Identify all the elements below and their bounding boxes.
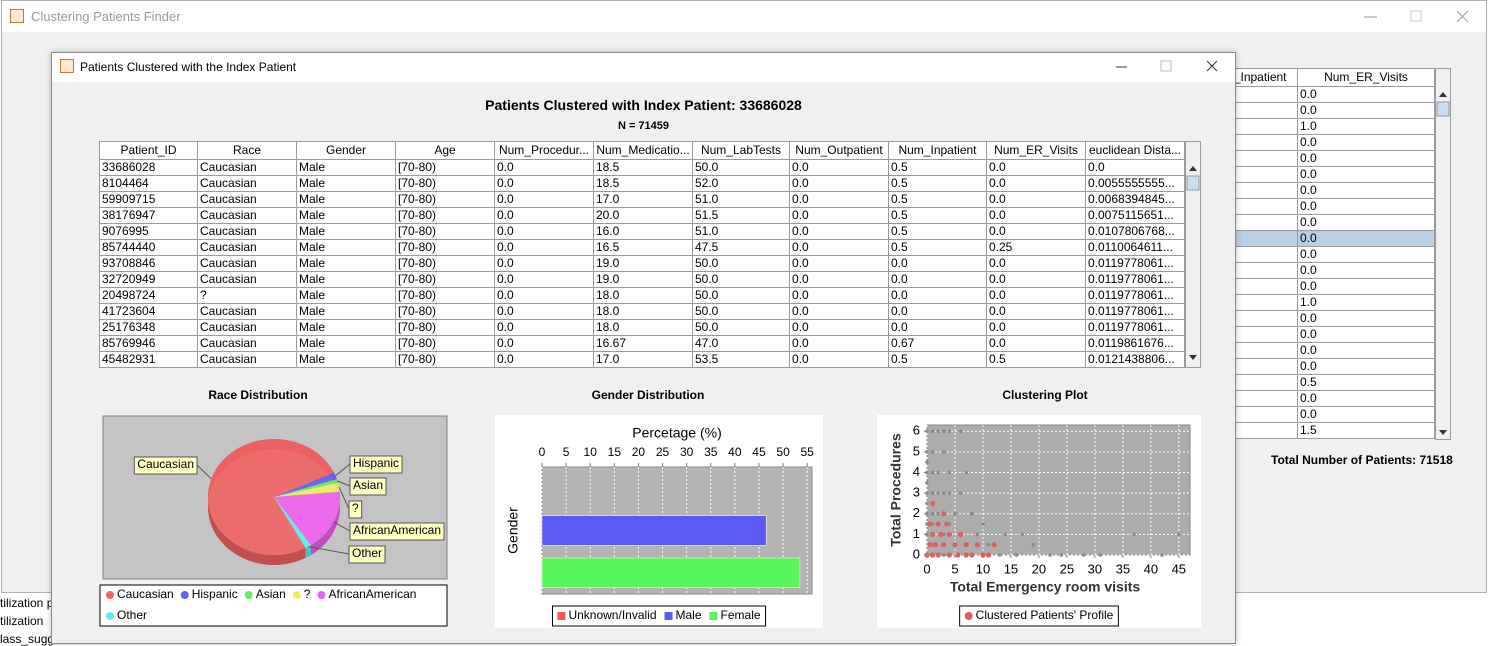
window-controls[interactable] [1350, 6, 1480, 28]
table-cell [1198, 375, 1298, 391]
table-cell [1198, 135, 1298, 151]
scrollbar[interactable] [1435, 68, 1451, 440]
table-cell [1198, 391, 1298, 407]
table-cell [1198, 103, 1298, 119]
table-cell: 0.0 [1298, 343, 1435, 359]
app-icon [10, 9, 24, 23]
scrollbar-glyphs [1436, 92, 1450, 435]
table-cell: 0.0 [1298, 183, 1435, 199]
scroll-down[interactable] [1439, 430, 1447, 435]
table-cell [1198, 183, 1298, 199]
title-bar [2, 1, 1486, 32]
table-cell: 0.0 [1298, 199, 1435, 215]
table-cell [1198, 231, 1298, 247]
table-cell [1198, 311, 1298, 327]
table-cell [1198, 343, 1298, 359]
table-cell [1198, 327, 1298, 343]
table-cell [1198, 423, 1298, 439]
table-cell: 0.0 [1298, 327, 1435, 343]
table-cell [1198, 215, 1298, 231]
table-cell: 0.0 [1298, 311, 1435, 327]
table-cell [1198, 279, 1298, 295]
table-cell: 0.0 [1298, 87, 1435, 103]
window-title: Clustering Patients Finder [31, 9, 181, 24]
background-text: tilization [0, 614, 44, 628]
table-cell: 0.0 [1298, 407, 1435, 423]
table-cell: 0.0 [1298, 215, 1435, 231]
table-cell: 0.0 [1298, 391, 1435, 407]
total-label: Total Number of Patients: 71518 [1271, 453, 1453, 467]
maximize-button[interactable] [1410, 10, 1422, 22]
table-cell [1198, 119, 1298, 135]
table-cell: 0.0 [1298, 359, 1435, 375]
table-cell: 0.0 [1298, 279, 1435, 295]
background-text: lass_sugge [0, 632, 61, 646]
table-cell [1198, 247, 1298, 263]
table-cell [1198, 263, 1298, 279]
background-text: tilization p [0, 596, 54, 610]
table-cell: 0.0 [1298, 247, 1435, 263]
table-cell: 1.0 [1298, 119, 1435, 135]
table-cell [1198, 87, 1298, 103]
table-cell: 1.0 [1298, 295, 1435, 311]
table-cell: 0.0 [1298, 135, 1435, 151]
table-cell [1198, 407, 1298, 423]
table-cell: 0.0 [1298, 231, 1435, 247]
table-cell [1198, 359, 1298, 375]
table-header-cell: Num_ER_Visits [1298, 68, 1435, 87]
table-cell: 0.5 [1298, 375, 1435, 391]
close-button[interactable] [1456, 10, 1469, 23]
table-cell: 0.0 [1298, 151, 1435, 167]
scroll-up[interactable] [1439, 92, 1447, 97]
table-cell [1198, 151, 1298, 167]
table-cell: 0.0 [1298, 103, 1435, 119]
table-cell [1198, 199, 1298, 215]
table-cell: 0.0 [1298, 167, 1435, 183]
table-cell [1198, 295, 1298, 311]
table-cell: 0.0 [1298, 263, 1435, 279]
table-cell [1198, 167, 1298, 183]
table-cell: 1.5 [1298, 423, 1435, 439]
table-header-cell: Num_Inpatient [1198, 68, 1298, 87]
scroll-thumb[interactable] [1436, 101, 1450, 117]
